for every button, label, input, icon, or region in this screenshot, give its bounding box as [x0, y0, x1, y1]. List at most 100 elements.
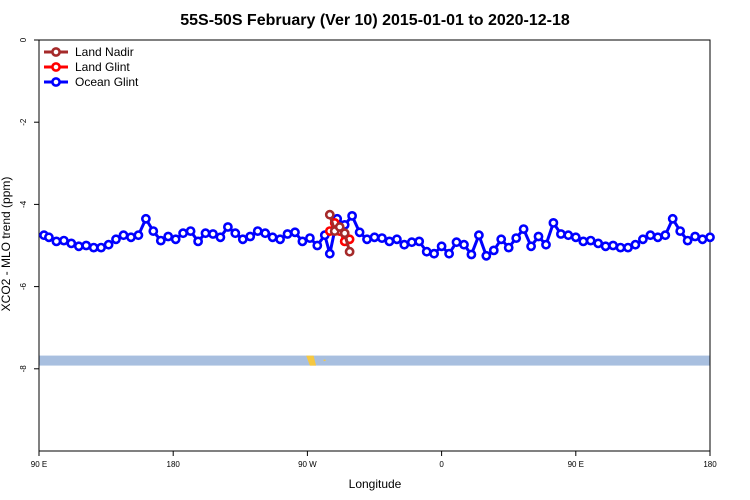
data-point — [215, 232, 226, 243]
data-point — [459, 239, 469, 250]
data-point — [377, 233, 387, 243]
data-point — [444, 248, 454, 259]
data-point — [481, 250, 492, 261]
x-tick-label: 90 W — [298, 460, 317, 469]
x-tick-label: 180 — [703, 460, 717, 469]
data-point — [563, 230, 574, 241]
data-point — [111, 234, 121, 245]
legend-label: Land Glint — [75, 60, 130, 74]
data-point — [638, 234, 648, 245]
data-point — [193, 236, 203, 247]
data-point — [585, 235, 596, 246]
data-point — [675, 226, 686, 236]
data-point — [466, 249, 477, 260]
legend-swatch-marker — [51, 47, 61, 57]
x-tick-label: 90 E — [568, 460, 584, 469]
plot-area: 0 -2 -4 -6 -8 90 E 180 90 W 0 90 E 180 Land NadirLa… — [19, 37, 717, 469]
data-point — [414, 236, 425, 247]
ocean-strip — [39, 355, 710, 366]
data-point — [660, 230, 671, 241]
data-point — [533, 231, 544, 242]
data-point — [600, 241, 611, 252]
data-point — [556, 229, 566, 239]
data-point — [51, 236, 62, 247]
data-point — [230, 228, 241, 239]
data-point — [334, 222, 345, 232]
data-point — [496, 234, 507, 245]
y-tick-label: -4 — [19, 200, 28, 208]
data-point — [304, 233, 315, 243]
y-tick-label: -6 — [19, 282, 28, 290]
data-point — [155, 235, 166, 246]
data-point — [369, 232, 380, 243]
y-axis-label: XCO2 - MLO trend (ppm) — [0, 177, 13, 312]
data-point — [96, 242, 106, 253]
data-point — [652, 232, 663, 243]
data-point — [518, 224, 529, 234]
land-strip-mark — [306, 355, 317, 366]
data-point — [451, 237, 462, 248]
data-point — [163, 231, 174, 242]
data-point — [324, 209, 335, 220]
data-point — [511, 233, 522, 243]
plot-frame — [38, 39, 711, 452]
data-point — [384, 236, 395, 247]
data-point — [488, 245, 499, 256]
data-point — [44, 232, 54, 243]
data-point — [267, 232, 278, 243]
x-tick-label: 0 — [439, 460, 444, 469]
y-tick-label: 0 — [19, 37, 28, 42]
series-ocean-glint — [39, 210, 715, 261]
legend-label: Ocean Glint — [75, 75, 139, 89]
data-point — [503, 242, 514, 253]
data-point — [208, 229, 218, 239]
data-point — [682, 235, 693, 246]
data-point — [252, 226, 263, 236]
data-point — [103, 239, 114, 250]
data-point — [391, 234, 402, 245]
data-point — [548, 217, 559, 228]
series-land-nadir — [324, 209, 355, 257]
data-point — [473, 230, 484, 241]
data-point — [178, 228, 188, 239]
data-point — [667, 213, 678, 224]
data-point — [66, 238, 77, 249]
data-point — [260, 228, 271, 239]
x-axis-label: Longitude — [349, 477, 402, 491]
data-point — [282, 229, 293, 239]
data-point — [630, 239, 641, 250]
data-point — [324, 248, 335, 259]
y-tick-label: -2 — [19, 118, 28, 126]
legend-label: Land Nadir — [75, 45, 134, 59]
data-point — [578, 236, 589, 247]
data-point — [541, 239, 551, 250]
data-point — [185, 226, 196, 236]
data-point — [615, 242, 626, 253]
data-point — [347, 210, 357, 221]
data-point — [118, 230, 129, 241]
data-point — [436, 241, 447, 252]
data-point — [399, 239, 410, 250]
chart-title: 55S-50S February (Ver 10) 2015-01-01 to … — [180, 12, 570, 29]
data-point — [148, 226, 159, 236]
data-point — [200, 228, 211, 239]
data-point — [344, 246, 355, 257]
data-point — [362, 234, 372, 245]
data-point — [429, 248, 439, 259]
data-point — [312, 240, 323, 251]
legend-swatch-marker — [51, 62, 61, 72]
data-point — [297, 236, 308, 247]
land-strip-mark — [323, 359, 326, 362]
data-point — [170, 234, 181, 245]
data-point — [133, 230, 144, 241]
data-point — [140, 213, 151, 224]
data-point — [354, 227, 365, 238]
data-point — [222, 222, 233, 232]
legend-swatch-marker — [51, 77, 61, 87]
data-point — [73, 241, 84, 252]
data-point — [570, 232, 581, 243]
data-point — [421, 246, 432, 257]
data-point — [81, 240, 92, 251]
data-point — [275, 234, 285, 245]
